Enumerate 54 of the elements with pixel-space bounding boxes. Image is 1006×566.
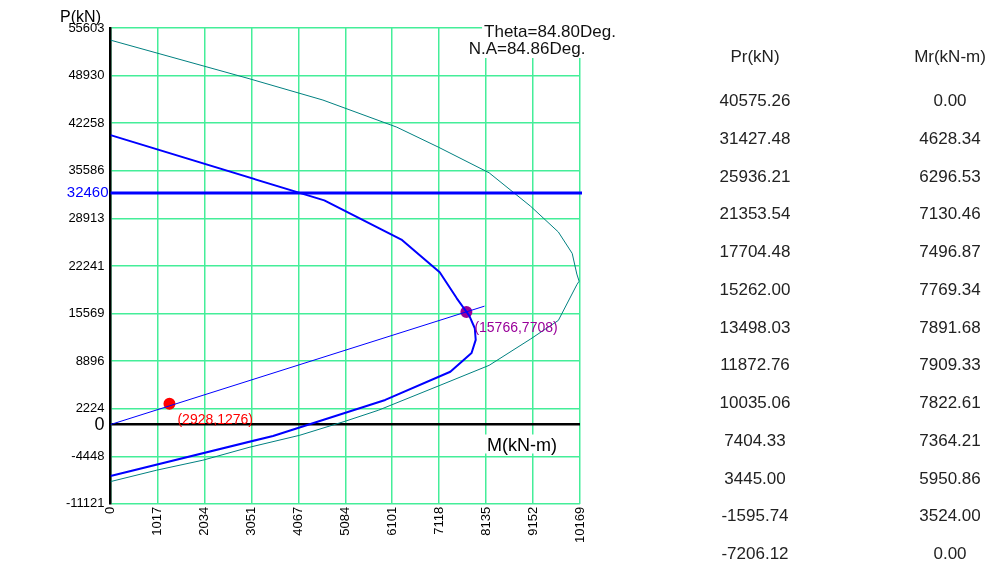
text: 7909.33 <box>918 355 982 376</box>
y-tick-label: 0 <box>94 413 105 434</box>
text: 0.00 <box>932 544 968 564</box>
x-tick-label: 1017 <box>149 506 165 536</box>
text: 5950.86 <box>918 468 982 489</box>
annotation: N.A=84.86Deg. <box>468 39 586 59</box>
y-tick-label: 8896 <box>75 352 105 368</box>
text: Mr(kN-m) <box>913 47 987 67</box>
x-tick-label: 9152 <box>524 506 540 536</box>
y-tick-label: 22241 <box>68 257 105 273</box>
x-tick-label: 0 <box>102 506 118 515</box>
text: 7769.34 <box>918 279 982 300</box>
text: 4628.34 <box>918 128 982 149</box>
y-tick-label: 2224 <box>75 400 105 416</box>
y-tick-label: 28913 <box>68 209 105 225</box>
text: 3524.00 <box>918 506 982 527</box>
y-tick-label: -11121 <box>65 495 105 511</box>
text: Pr(kN) <box>729 47 781 67</box>
text: 7496.87 <box>918 242 982 262</box>
x-tick-label: 6101 <box>383 506 399 536</box>
x-tick-label: 2034 <box>196 506 212 536</box>
y-tick-label: 42258 <box>68 114 105 130</box>
annotation: Theta=84.80Deg. <box>484 22 616 42</box>
ref-line-label: 32460 <box>66 183 109 201</box>
text: 7130.46 <box>918 204 982 225</box>
text: 7364.21 <box>918 430 982 451</box>
text: 7822.61 <box>918 393 982 413</box>
y-tick-label: 48930 <box>68 67 105 83</box>
y-tick-label: -4448 <box>71 447 105 463</box>
text: 40575.26 <box>718 91 792 111</box>
x-tick-label: 4067 <box>289 506 305 536</box>
text: 7891.68 <box>918 317 982 338</box>
x-tick-label: 5084 <box>336 506 352 536</box>
text: 3445.00 <box>723 468 787 489</box>
text: 13498.03 <box>718 317 792 338</box>
x-tick-label: 10169 <box>571 506 587 544</box>
text: 10035.06 <box>718 393 792 413</box>
text: 31427.48 <box>718 128 792 149</box>
y-tick-label: 15569 <box>68 305 105 321</box>
text: -7206.12 <box>720 544 790 564</box>
text: 7404.33 <box>723 430 787 451</box>
text: 6296.53 <box>918 166 982 187</box>
y-tick-label: 35586 <box>68 162 105 178</box>
text: 21353.54 <box>718 204 792 225</box>
text: 17704.48 <box>718 242 792 262</box>
x-tick-label: 3051 <box>242 506 258 536</box>
text: 25936.21 <box>718 166 792 187</box>
x-axis-title: M(kN-m) <box>487 434 557 455</box>
x-tick-label: 8135 <box>477 506 493 536</box>
text: 11872.76 <box>719 355 791 376</box>
text: -1595.74 <box>720 506 790 527</box>
x-tick-label: 7118 <box>430 506 446 535</box>
text: 15262.00 <box>718 279 792 300</box>
text: 0.00 <box>932 91 968 111</box>
